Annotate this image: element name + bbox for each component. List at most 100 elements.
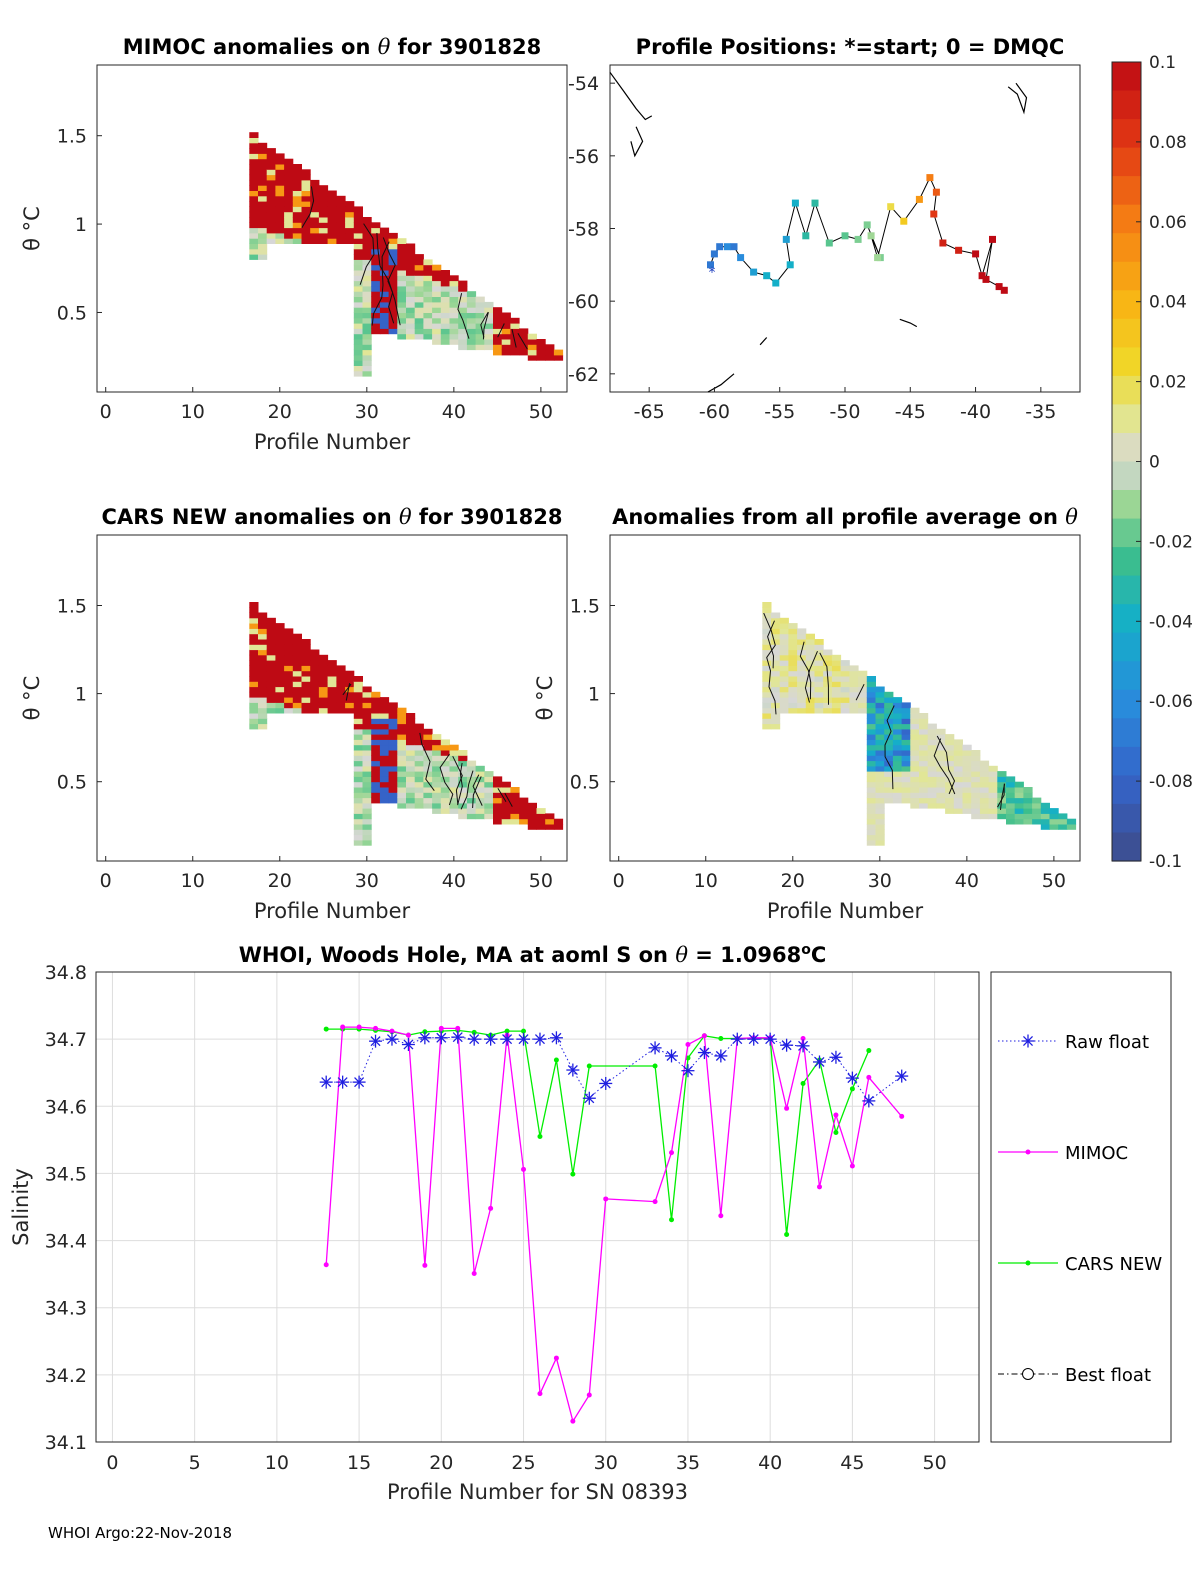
mimoc-anomalies-cell: [519, 339, 529, 345]
profile-average-anomalies-cell: [1066, 818, 1077, 825]
profile-average-anomalies-cell: [779, 639, 789, 645]
cars-new-anomalies-contour-line: [460, 770, 474, 810]
asterisk-stroke: [896, 1071, 907, 1082]
mimoc-anomalies-cell: [475, 317, 485, 324]
profile-average-anomalies-cell: [953, 739, 963, 746]
colorbar-swatch: [1112, 119, 1141, 149]
profile-average-anomalies-cell: [858, 691, 868, 698]
profile-average-anomalies-cell: [831, 660, 842, 666]
profile-position-marker: [811, 199, 819, 207]
mimoc-anomalies-cell: [440, 339, 450, 345]
mimoc-anomalies-cell: [284, 232, 294, 239]
cars-new-anomalies-cell: [414, 765, 424, 772]
colorbar-swatch: [1112, 775, 1141, 805]
cars-new-anomalies-cell: [519, 808, 529, 814]
mimoc-anomalies-cell: [371, 243, 381, 250]
cars-new-anomalies-cell: [432, 750, 442, 756]
cars-new-anomalies-cell: [475, 765, 485, 772]
mimoc-anomalies-cell: [406, 259, 416, 266]
colorbar-swatch: [1112, 661, 1141, 691]
cars-new-anomalies-cell: [292, 676, 302, 682]
mimoc-anomalies-cell: [249, 243, 259, 250]
profile-average-anomalies-cell: [788, 691, 798, 698]
cars-new-anomalies-cell: [362, 813, 372, 820]
cars-new-anomalies-cell: [432, 792, 442, 799]
profile-average-anomalies-cell: [936, 734, 946, 740]
profile-average-anomalies-cell: [892, 797, 903, 804]
cars-new-anomalies-cell: [310, 681, 320, 688]
cars-new-anomalies-cell: [493, 797, 503, 804]
cars-new-anomalies-cell: [493, 781, 503, 788]
profile-average-anomalies-cell: [858, 676, 868, 682]
mimoc-anomalies-cell: [345, 238, 355, 244]
series-mimoc-point: [718, 1213, 724, 1219]
profile-average-anomalies-cell: [779, 649, 789, 656]
colorbar-swatch: [1112, 433, 1141, 463]
mimoc-anomalies-cell: [266, 190, 276, 197]
profile-average-anomalies-xtick-label: 50: [1042, 870, 1066, 892]
profile-average-anomalies-cell: [771, 644, 781, 651]
cars-new-anomalies-cell: [292, 660, 302, 666]
cars-new-anomalies-cell: [258, 665, 268, 672]
mimoc-anomalies-cell: [266, 195, 276, 202]
profile-average-anomalies-cell: [919, 781, 929, 788]
profile-average-anomalies-cell: [831, 654, 842, 661]
profile-average-anomalies-cell: [1023, 792, 1033, 799]
mimoc-anomalies-cell: [475, 312, 485, 319]
series-raw-float-point: [714, 1049, 728, 1063]
legend-frame: [990, 971, 1172, 1443]
cars-new-anomalies-contour-line: [504, 792, 513, 807]
cars-new-anomalies-cell: [493, 776, 503, 783]
profile-average-anomalies-cell: [805, 660, 815, 666]
colorbar-swatch: [1112, 604, 1141, 634]
cars-new-anomalies-cell: [275, 691, 285, 698]
cars-new-anomalies-frame: [96, 534, 568, 862]
mimoc-anomalies-cell: [362, 222, 372, 229]
profile-average-anomalies-cell: [771, 691, 781, 698]
cars-new-anomalies-cell: [458, 760, 468, 767]
cars-new-anomalies-cell: [432, 797, 442, 804]
cars-new-anomalies-cell: [327, 702, 337, 709]
mimoc-anomalies-cell: [266, 206, 276, 213]
cars-new-anomalies-cell: [266, 649, 276, 656]
mimoc-anomalies-cell: [327, 222, 337, 229]
colorbar-swatch: [1112, 718, 1141, 748]
profile-average-anomalies-cell: [779, 702, 789, 709]
mimoc-anomalies-cell: [406, 301, 416, 308]
mimoc-anomalies-cell: [249, 169, 259, 176]
mimoc-anomalies-cell: [406, 333, 416, 340]
cars-new-anomalies-cell: [519, 797, 529, 804]
asterisk-stroke: [502, 1034, 513, 1045]
mimoc-anomalies-cell: [353, 275, 363, 282]
mimoc-anomalies-cell: [362, 254, 372, 260]
mimoc-anomalies-cell: [493, 328, 503, 335]
profile-average-anomalies-cell: [797, 691, 807, 698]
mimoc-anomalies-cell: [362, 365, 372, 372]
profile-average-anomalies-cell: [962, 760, 972, 767]
profile-average-anomalies-cell: [797, 697, 807, 703]
cars-new-anomalies-cell: [388, 707, 398, 714]
mimoc-anomalies-cell: [362, 317, 372, 324]
cars-new-anomalies-cell: [423, 787, 433, 793]
cars-new-anomalies-cell: [371, 787, 381, 793]
profile-average-anomalies-cell: [962, 787, 972, 793]
salinity-xtick-label: 20: [429, 1452, 453, 1474]
profile-average-anomalies-cell: [788, 654, 798, 661]
cars-new-anomalies-cell: [310, 691, 320, 698]
mimoc-anomalies-cell: [440, 285, 450, 292]
mimoc-anomalies-cell: [310, 195, 320, 202]
profile-average-anomalies-cell: [788, 649, 798, 656]
series-mimoc-point: [833, 1112, 839, 1118]
legend-marker-raw-float: [1021, 1034, 1035, 1048]
mimoc-anomalies-cell: [379, 254, 390, 260]
mimoc-anomalies-cell: [284, 179, 294, 186]
mimoc-anomalies-cell: [292, 211, 302, 218]
cars-new-anomalies-cell: [362, 686, 372, 693]
cars-new-anomalies-cell: [362, 818, 372, 825]
cars-new-anomalies-cell: [379, 776, 390, 783]
cars-new-anomalies-cell: [353, 702, 363, 709]
profile-average-anomalies-cell: [919, 765, 929, 772]
mimoc-anomalies-cell: [353, 285, 363, 292]
cars-new-anomalies-cell: [449, 760, 459, 767]
cars-new-anomalies-ytick-label: 1: [75, 684, 87, 706]
